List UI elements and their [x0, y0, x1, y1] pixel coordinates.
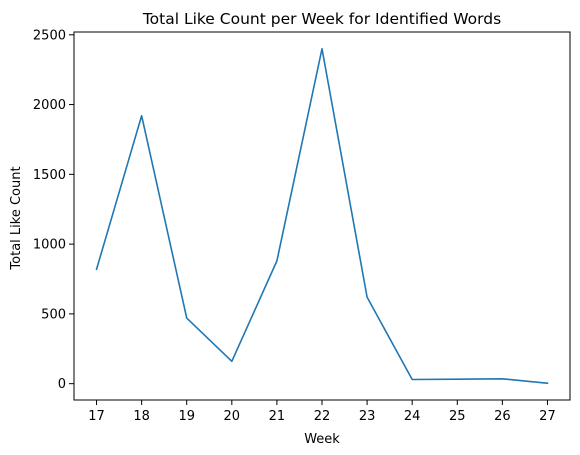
x-tick-label: 21 [269, 409, 286, 424]
x-tick-label: 17 [88, 409, 105, 424]
x-tick-label: 18 [133, 409, 150, 424]
y-axis: 0 500 1000 1500 2000 2500 [33, 28, 74, 392]
x-tick-label: 25 [449, 409, 466, 424]
y-tick-label: 1000 [33, 238, 66, 253]
x-tick-label: 20 [224, 409, 241, 424]
y-axis-label: Total Like Count [9, 166, 24, 270]
x-tick-label: 27 [539, 409, 556, 424]
x-axis-label: Week [304, 432, 340, 447]
x-tick-label: 24 [404, 409, 421, 424]
series-line [95, 47, 549, 385]
x-tick-label: 22 [314, 409, 331, 424]
x-tick-label: 23 [359, 409, 376, 424]
y-tick-label: 1500 [33, 168, 66, 183]
y-tick-label: 2000 [33, 98, 66, 113]
x-axis: 17 18 19 20 21 22 23 24 25 26 27 [88, 400, 556, 424]
x-tick-label: 26 [494, 409, 511, 424]
y-tick-label: 500 [41, 307, 66, 322]
y-tick-label: 0 [58, 377, 66, 392]
plot-area [95, 47, 549, 385]
y-tick-label: 2500 [33, 28, 66, 43]
chart-title: Total Like Count per Week for Identified… [142, 10, 501, 28]
x-tick-label: 19 [178, 409, 195, 424]
plot-frame [73, 31, 571, 401]
